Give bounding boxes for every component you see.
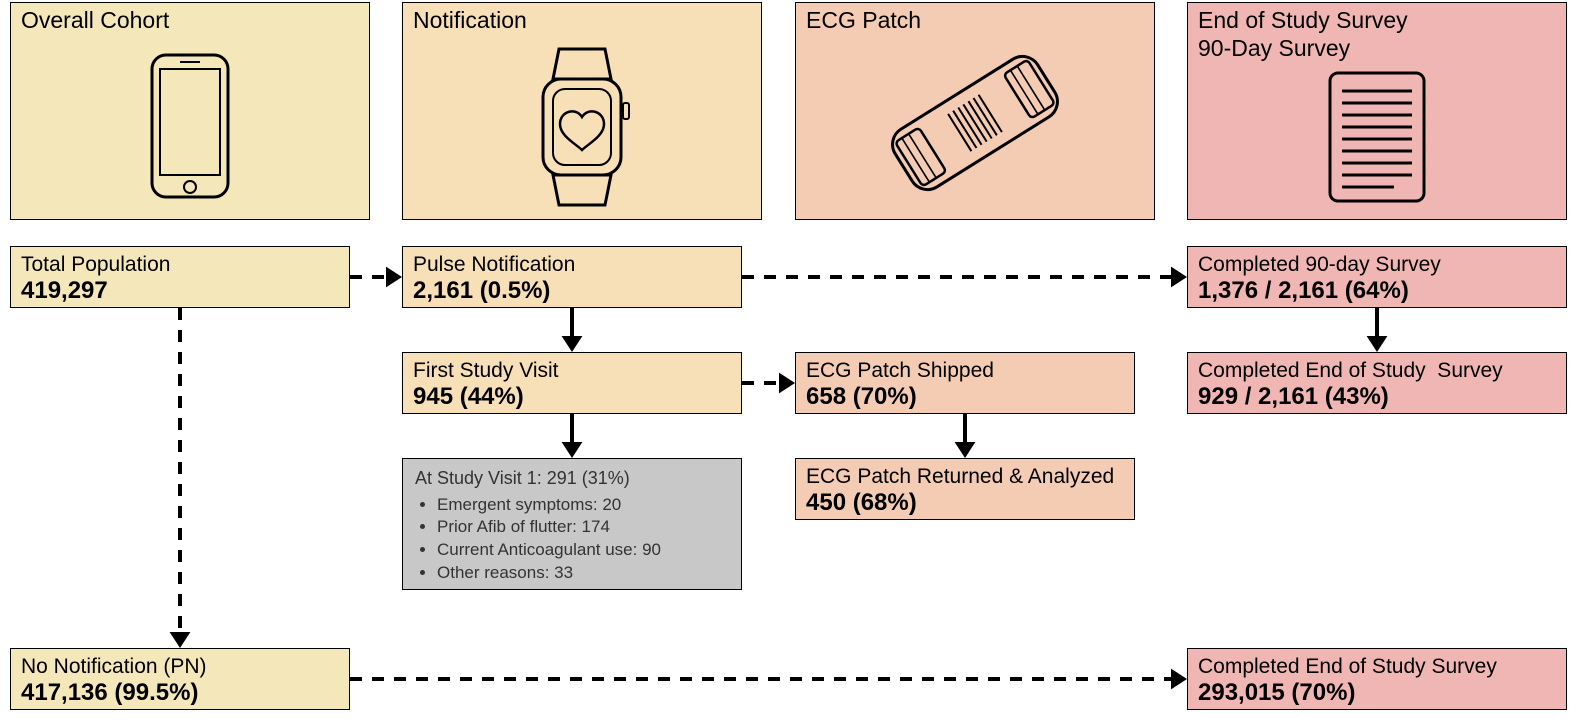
box-value: 2,161 (0.5%): [413, 277, 731, 305]
box-label: Completed End of Study Survey: [1198, 655, 1556, 679]
box-value: 1,376 / 2,161 (64%): [1198, 277, 1556, 305]
box-value: 450 (68%): [806, 489, 1124, 517]
phone-icon: [146, 51, 234, 206]
box-label: ECG Patch Returned & Analyzed: [806, 465, 1124, 489]
document-icon: [1322, 67, 1432, 212]
diagram-stage: Overall Cohort Notification ECG Patch: [0, 0, 1582, 727]
box-study-visit-detail: At Study Visit 1: 291 (31%) Emergent sym…: [402, 458, 742, 590]
box-value: 293,015 (70%): [1198, 679, 1556, 707]
box-ecg-patch-returned: ECG Patch Returned & Analyzed450 (68%): [795, 458, 1135, 520]
detail-item: Current Anticoagulant use: 90: [437, 539, 729, 562]
detail-item: Prior Afib of flutter: 174: [437, 516, 729, 539]
box-completed-90day-survey: Completed 90-day Survey1,376 / 2,161 (64…: [1187, 246, 1567, 308]
box-label: No Notification (PN): [21, 655, 339, 679]
box-label: Total Population: [21, 253, 339, 277]
box-label: Completed End of Study Survey: [1198, 359, 1556, 383]
box-completed-eos-survey-nopn: Completed End of Study Survey293,015 (70…: [1187, 648, 1567, 710]
box-value: 929 / 2,161 (43%): [1198, 383, 1556, 411]
box-value: 658 (70%): [806, 383, 1124, 411]
box-value: 419,297: [21, 277, 339, 305]
panel-title: End of Study Survey 90-Day Survey: [1198, 7, 1408, 62]
detail-item: Emergent symptoms: 20: [437, 494, 729, 517]
ecg-patch-icon: [875, 43, 1075, 208]
box-first-study-visit: First Study Visit945 (44%): [402, 352, 742, 414]
box-no-notification: No Notification (PN)417,136 (99.5%): [10, 648, 350, 710]
panel-overall-cohort: Overall Cohort: [10, 2, 370, 220]
detail-list: Emergent symptoms: 20 Prior Afib of flut…: [415, 494, 729, 586]
panel-notification: Notification: [402, 2, 762, 220]
watch-icon: [527, 43, 637, 216]
box-completed-eos-survey-pn: Completed End of Study Survey929 / 2,161…: [1187, 352, 1567, 414]
box-label: ECG Patch Shipped: [806, 359, 1124, 383]
box-pulse-notification: Pulse Notification2,161 (0.5%): [402, 246, 742, 308]
box-label: Pulse Notification: [413, 253, 731, 277]
panel-title: ECG Patch: [806, 7, 921, 34]
detail-head: At Study Visit 1: 291 (31%): [415, 467, 729, 490]
box-value: 417,136 (99.5%): [21, 679, 339, 707]
box-label: First Study Visit: [413, 359, 731, 383]
panel-ecg-patch: ECG Patch: [795, 2, 1155, 220]
detail-item: Other reasons: 33: [437, 562, 729, 585]
panel-title: Overall Cohort: [21, 7, 169, 34]
box-total-population: Total Population419,297: [10, 246, 350, 308]
panel-end-of-study-survey: End of Study Survey 90-Day Survey: [1187, 2, 1567, 220]
box-label: Completed 90-day Survey: [1198, 253, 1556, 277]
panel-title: Notification: [413, 7, 527, 34]
box-ecg-patch-shipped: ECG Patch Shipped658 (70%): [795, 352, 1135, 414]
box-value: 945 (44%): [413, 383, 731, 411]
